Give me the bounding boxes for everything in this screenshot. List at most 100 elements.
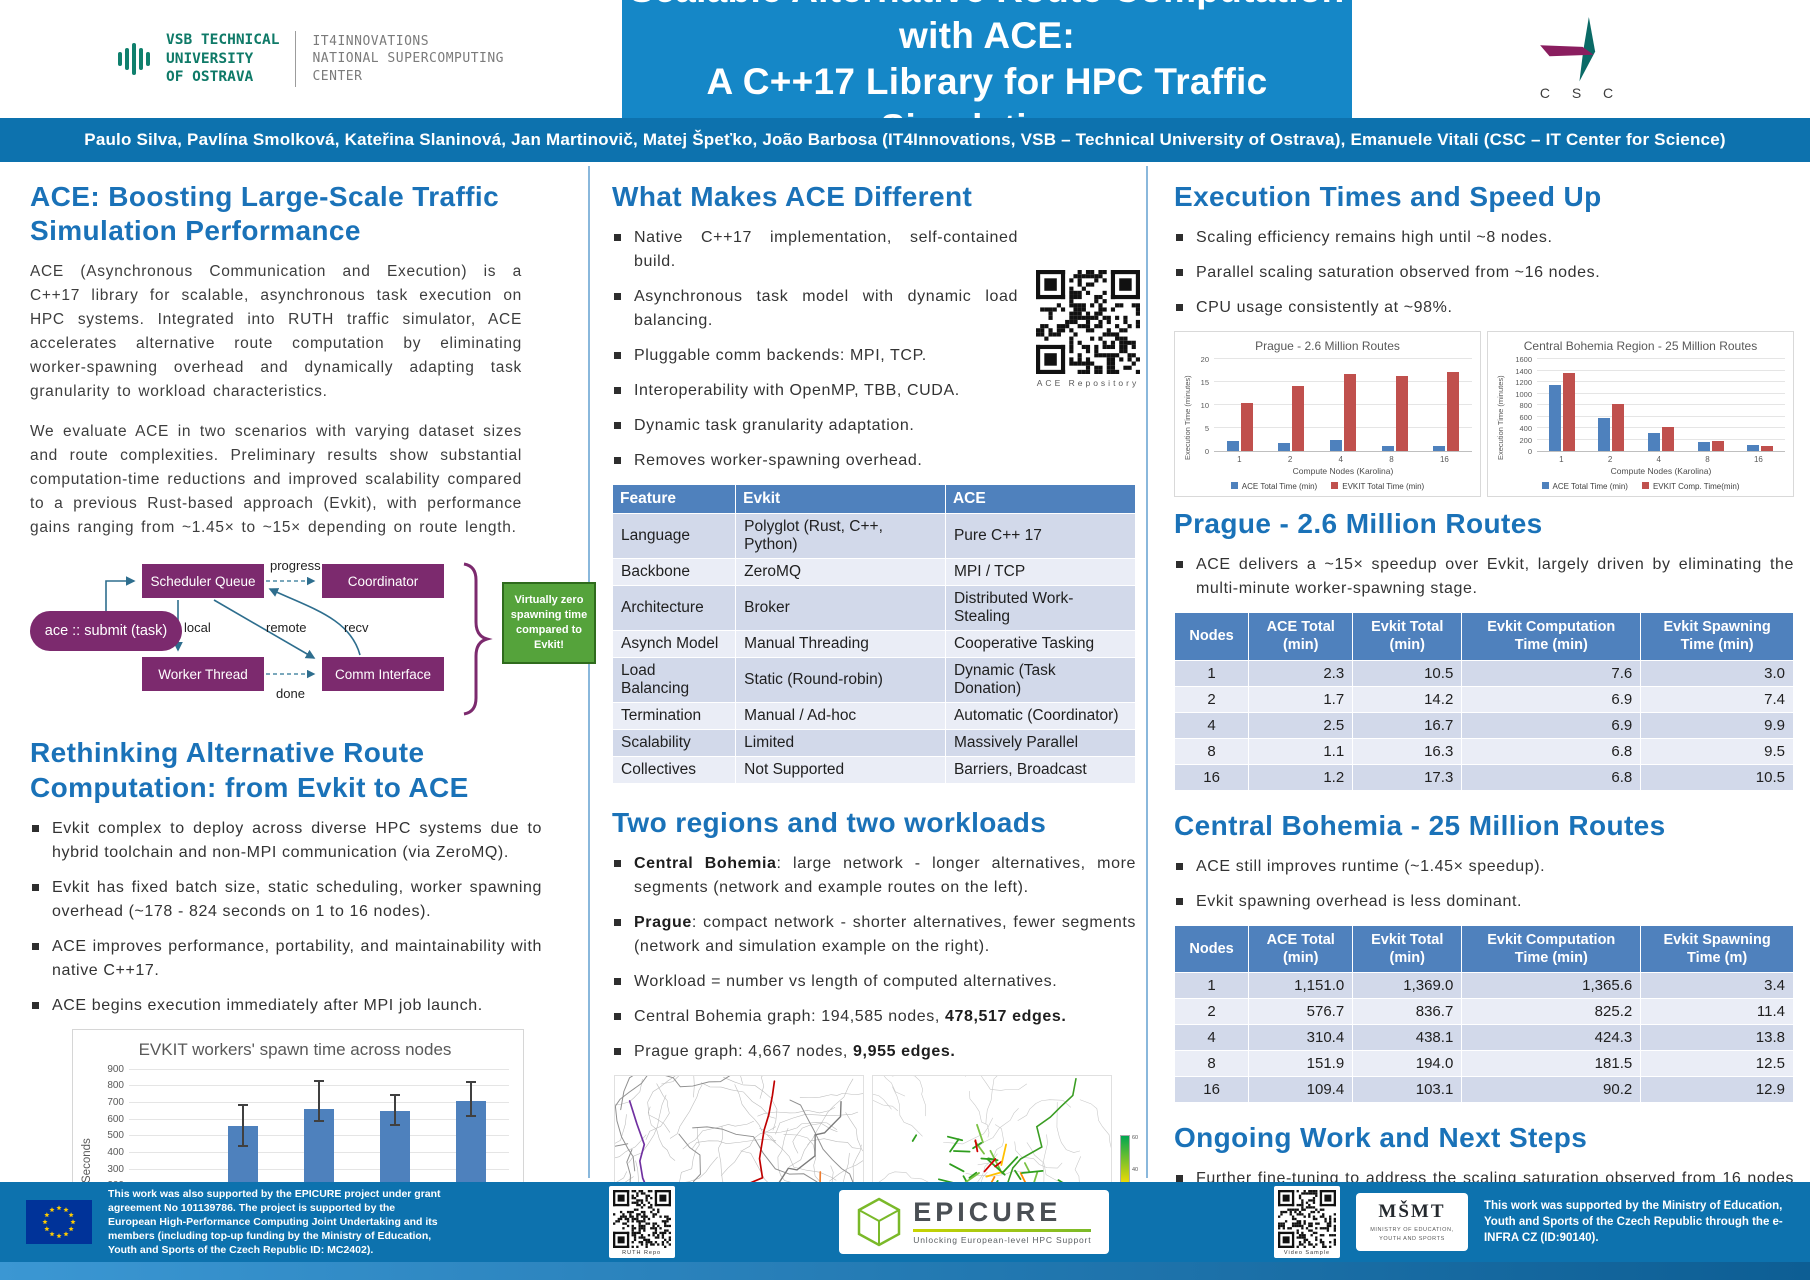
epicure-logo: EPICURE Unlocking European-level HPC Sup… <box>839 1190 1110 1254</box>
central-bohemia-results-table: Nodes ACE Total (min) Evkit Total (min) Evkit… <box>1173 924 1794 1103</box>
edge-label-done: done <box>276 686 305 701</box>
csc-label: C S C <box>1539 85 1623 101</box>
diagram-node-worker-thread: Worker Thread <box>142 657 264 692</box>
diagram-node-comm-interface: Comm Interface <box>322 657 444 692</box>
table-row: 2 576.7 836.7 825.2 11.4 <box>1173 997 1794 1025</box>
bullet-item: Scaling efficiency remains high until ~8… <box>1174 226 1794 250</box>
ministry-funding-text: This work was supported by the Ministry … <box>1483 1199 1783 1245</box>
table-row: Scalability Limited Massively Parallel <box>611 729 1137 758</box>
table-row: Termination Manual / Ad-hoc Automatic (Coo… <box>611 702 1137 731</box>
central-bohemia-chart: Central Bohemia Region - 25 Million Rout… <box>1487 331 1794 498</box>
edge-label-remote: remote <box>266 620 306 635</box>
table-header-cell: Nodes <box>1173 924 1250 973</box>
table-row: Load Balancing Static (Round-robin) Dynami… <box>611 657 1137 704</box>
table-header-cell: Evkit Spawning Time (m) <box>1640 924 1794 973</box>
bullet-item: Workload = number vs length of computed … <box>612 970 1136 994</box>
bullet-item: Evkit complex to deploy across diverse H… <box>30 817 542 865</box>
table-header-cell: Evkit Total (min) <box>1352 924 1463 973</box>
bullet-item: Prague graph: 4,667 nodes, 9,955 edges. <box>612 1040 1136 1064</box>
msmt-subtitle: MINISTRY OF EDUCATION, YOUTH AND SPORTS <box>1370 1227 1454 1242</box>
epicure-funding-text: This work was also supported by the EPIC… <box>108 1187 441 1257</box>
diagram-node-scheduler-queue: Scheduler Queue <box>142 564 264 599</box>
table-row: Language Polyglot (Rust, C++, Python) Pure… <box>611 513 1137 560</box>
bullet-item: Evkit has fixed batch size, static sched… <box>30 876 542 924</box>
column-divider-2 <box>1146 166 1148 1178</box>
vsb-bars-icon <box>117 39 150 79</box>
region-maps: 6040200 Speed (kph) <box>442 1018 1138 1182</box>
column-middle: What Makes ACE Different Native C++17 im… <box>442 162 1146 1182</box>
bullet-item: ACE still improves runtime (~1.45× speed… <box>1174 855 1794 879</box>
bullet-item: Central Bohemia graph: 194,585 nodes, 47… <box>612 1005 1136 1029</box>
csc-star-icon <box>1540 17 1596 82</box>
section-heading-what-makes-ace-different: What Makes ACE Different <box>612 181 973 212</box>
eu-stars <box>42 1205 76 1239</box>
eu-flag-icon <box>26 1200 92 1244</box>
prague-map-image <box>843 1022 1113 1182</box>
bullet-item: ACE delivers a ~15× speedup over Evkit, … <box>1174 553 1794 601</box>
section-heading-ongoing-work: Ongoing Work and Next Steps <box>1174 1121 1588 1153</box>
diagram-node-ace-submit: ace :: submit (task) <box>30 611 182 652</box>
qr-code-icon <box>1277 1190 1336 1248</box>
table-header-cell: ACE <box>944 484 1137 515</box>
prague-chart: Prague - 2.6 Million Routes Execution Tim… <box>1174 331 1481 498</box>
prague-results-table: Nodes ACE Total (min) Evkit Total (min) Evkit… <box>1173 612 1794 791</box>
bullet-item: ACE begins execution immediately after M… <box>30 994 542 1018</box>
table-header-cell: Feature <box>611 484 737 515</box>
title-line-1: Scalable Alternative Route Computation w… <box>629 0 1344 56</box>
ace-repository-qr: ACE Repository <box>1036 270 1140 388</box>
bottom-strip <box>0 1262 1810 1280</box>
bullet-item: CPU usage consistently at ~98%. <box>1174 296 1794 320</box>
two-regions-bullet-list: Central Bohemia: large network - longer … <box>612 852 1136 1064</box>
central-bohemia-bullet-list: ACE still improves runtime (~1.45× speed… <box>1174 855 1794 914</box>
bullet-item: ACE improves performance, portability, a… <box>30 935 542 983</box>
msmt-name: MŠMT <box>1378 1201 1446 1223</box>
it4innovations-name: IT4INNOVATIONS NATIONAL SUPERCOMPUTING CEN… <box>312 33 504 84</box>
table-row: 16 109.4 103.1 90.2 12.9 <box>1173 1075 1794 1103</box>
intro-paragraph-1: ACE (Asynchronous Communication and Exec… <box>30 263 522 401</box>
table-header-cell: Evkit Total (min) <box>1352 612 1463 661</box>
table-row: 8 151.9 194.0 181.5 12.5 <box>1173 1049 1794 1077</box>
table-header-cell: Nodes <box>1173 612 1250 661</box>
epicure-tagline: Unlocking European-level HPC Support <box>913 1235 1092 1245</box>
qr-code-icon <box>612 1190 671 1248</box>
section-heading-ace-boosting: ACE: Boosting Large-Scale Traffic Simula… <box>30 181 500 247</box>
ruth-repo-qr: RUTH Repo <box>608 1186 675 1258</box>
qr-caption: Video Sample <box>1283 1250 1331 1256</box>
column-divider-1 <box>588 166 590 1178</box>
speed-gradient-bar <box>1120 1135 1130 1182</box>
table-row: 2 1.7 14.2 6.9 7.4 <box>1173 685 1794 713</box>
feature-comparison-table: Feature Evkit ACE Language Polyglot (Rust, C… <box>611 484 1137 785</box>
table-row: 16 1.2 17.3 6.8 10.5 <box>1173 763 1794 791</box>
rethinking-bullet-list: Evkit complex to deploy across diverse H… <box>30 817 542 1018</box>
central-bohemia-map <box>442 1018 909 1182</box>
speed-scale: 6040200 Speed (kph) <box>1120 1135 1138 1182</box>
poster-title: Scalable Alternative Route Computation w… <box>622 0 1352 148</box>
table-row: 4 310.4 438.1 424.3 13.8 <box>1173 1023 1794 1051</box>
bullet-item: Interoperability with OpenMP, TBB, CUDA. <box>612 379 1018 403</box>
vsb-logo: VSB TECHNICAL UNIVERSITY OF OSTRAVA IT4INN… <box>0 0 622 118</box>
table-header-cell: Evkit <box>735 484 946 515</box>
msmt-logo: MŠMT MINISTRY OF EDUCATION, YOUTH AND SPO… <box>1355 1193 1468 1251</box>
epicure-cube-icon <box>858 1197 901 1247</box>
section-heading-execution-times: Execution Times and Speed Up <box>1174 181 1602 212</box>
qr-caption: ACE Repository <box>1036 378 1140 388</box>
bullet-item: Removes worker-spawning overhead. <box>612 449 1018 473</box>
execution-bullet-list: Scaling efficiency remains high until ~8… <box>1174 226 1794 320</box>
section-heading-rethinking: Rethinking Alternative Route Computation… <box>30 737 469 803</box>
diagram-node-coordinator: Coordinator <box>322 564 444 599</box>
diagram-callout-zero-spawning: Virtually zero spawning time compared to… <box>502 582 596 664</box>
table-header-cell: ACE Total (min) <box>1248 612 1354 661</box>
footer: This work was also supported by the EPIC… <box>0 1182 1810 1262</box>
qr-code-icon <box>1036 270 1140 374</box>
ace-different-bullet-list: Native C++17 implementation, self-contai… <box>612 226 1018 473</box>
ace-architecture-diagram: progress local remote recv done Schedule… <box>28 556 596 728</box>
main-content: ACE: Boosting Large-Scale Traffic Simula… <box>0 162 1810 1182</box>
table-row: 1 2.3 10.5 7.6 3.0 <box>1173 659 1794 687</box>
section-heading-two-regions: Two regions and two workloads <box>612 807 1047 839</box>
section-heading-central-bohemia: Central Bohemia - 25 Million Routes <box>1174 809 1666 841</box>
table-header-cell: Evkit Computation Time (min) <box>1461 612 1642 661</box>
header: VSB TECHNICAL UNIVERSITY OF OSTRAVA IT4INN… <box>0 0 1810 148</box>
qr-caption: RUTH Repo <box>622 1250 662 1256</box>
intro-paragraph-2: We evaluate ACE in two scenarios with va… <box>30 423 522 537</box>
